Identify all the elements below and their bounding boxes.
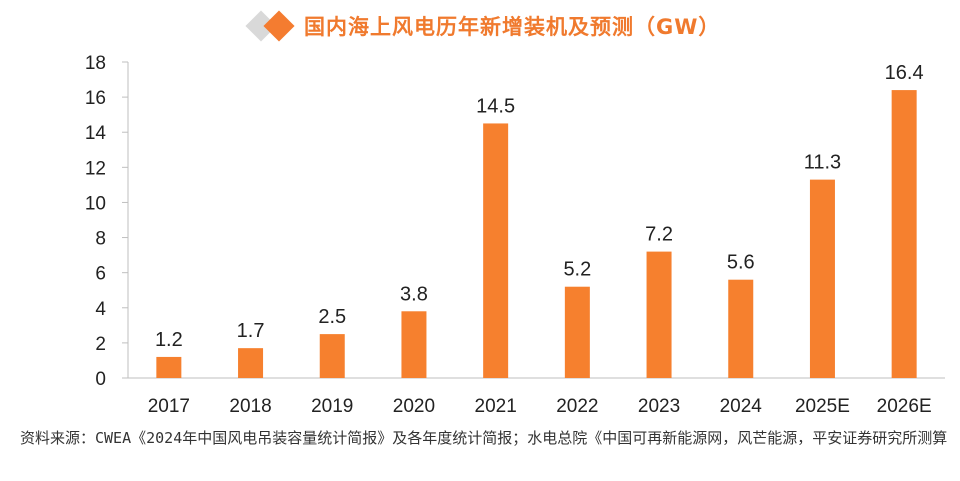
bar-2025E: [809, 179, 835, 378]
y-tick-label: 12: [85, 158, 106, 179]
x-tick-label: 2020: [393, 396, 435, 417]
x-tick-label: 2024: [720, 396, 763, 417]
bar-chart: 0 2 4 6 8 10 12 14 16 18 1.2 1.7 2.5 3.8 14.5 5.2 7.2 5.…: [85, 53, 945, 417]
x-tick-label: 2019: [311, 396, 353, 417]
y-tick-label: 6: [95, 264, 106, 285]
x-tick-label: 2022: [556, 396, 598, 417]
y-tick-label: 14: [85, 123, 107, 144]
x-tick-label: 2017: [148, 396, 190, 417]
x-tick-label: 2025E: [795, 396, 850, 417]
bar-2023: [646, 251, 672, 378]
data-label-2025E: 11.3: [804, 152, 841, 174]
y-tick-label: 0: [95, 369, 106, 390]
bars: 1.2 1.7 2.5 3.8 14.5 5.2 7.2 5.6 11.3 16.4: [155, 62, 924, 378]
bar-2019: [319, 334, 345, 378]
data-label-2019: 2.5: [318, 306, 346, 328]
source-note: 资料来源：CWEA《2024年中国风电吊装容量统计简报》及各年度统计简报；水电总…: [20, 429, 948, 447]
bar-2024: [728, 279, 754, 378]
data-label-2017: 1.2: [155, 329, 183, 351]
y-tick-label: 8: [95, 229, 106, 250]
y-tick-label: 4: [95, 299, 106, 320]
data-label-2018: 1.7: [237, 320, 265, 342]
y-tick-label: 2: [95, 334, 106, 355]
x-tick-label: 2018: [229, 396, 271, 417]
y-tick-label: 16: [85, 88, 106, 109]
x-tick-label: 2021: [475, 396, 517, 417]
x-tick-label: 2023: [638, 396, 680, 417]
bar-2021: [483, 123, 509, 378]
data-label-2026E: 16.4: [885, 62, 924, 84]
bar-2020: [401, 311, 427, 378]
y-tick-label: 18: [85, 53, 106, 74]
y-axis: 0 2 4 6 8 10 12 14 16 18: [85, 53, 128, 390]
y-tick-label: 10: [85, 193, 106, 214]
data-label-2021: 14.5: [476, 95, 515, 117]
bar-2017: [156, 356, 182, 378]
bar-2018: [238, 348, 264, 378]
data-label-2024: 5.6: [727, 252, 755, 274]
chart-title-row: 国内海上风电历年新增装机及预测（GW）: [245, 8, 721, 44]
x-tick-label: 2026E: [877, 396, 932, 417]
x-axis: 2017 2018 2019 2020 2021 2022 2023 2024 2025E 202…: [148, 396, 932, 417]
chart-title: 国内海上风电历年新增装机及预测（GW）: [304, 15, 721, 39]
data-label-2022: 5.2: [563, 259, 591, 281]
data-label-2023: 7.2: [645, 224, 673, 246]
bar-2026E: [891, 90, 917, 378]
data-label-2020: 3.8: [400, 283, 428, 305]
bar-2022: [564, 286, 590, 378]
